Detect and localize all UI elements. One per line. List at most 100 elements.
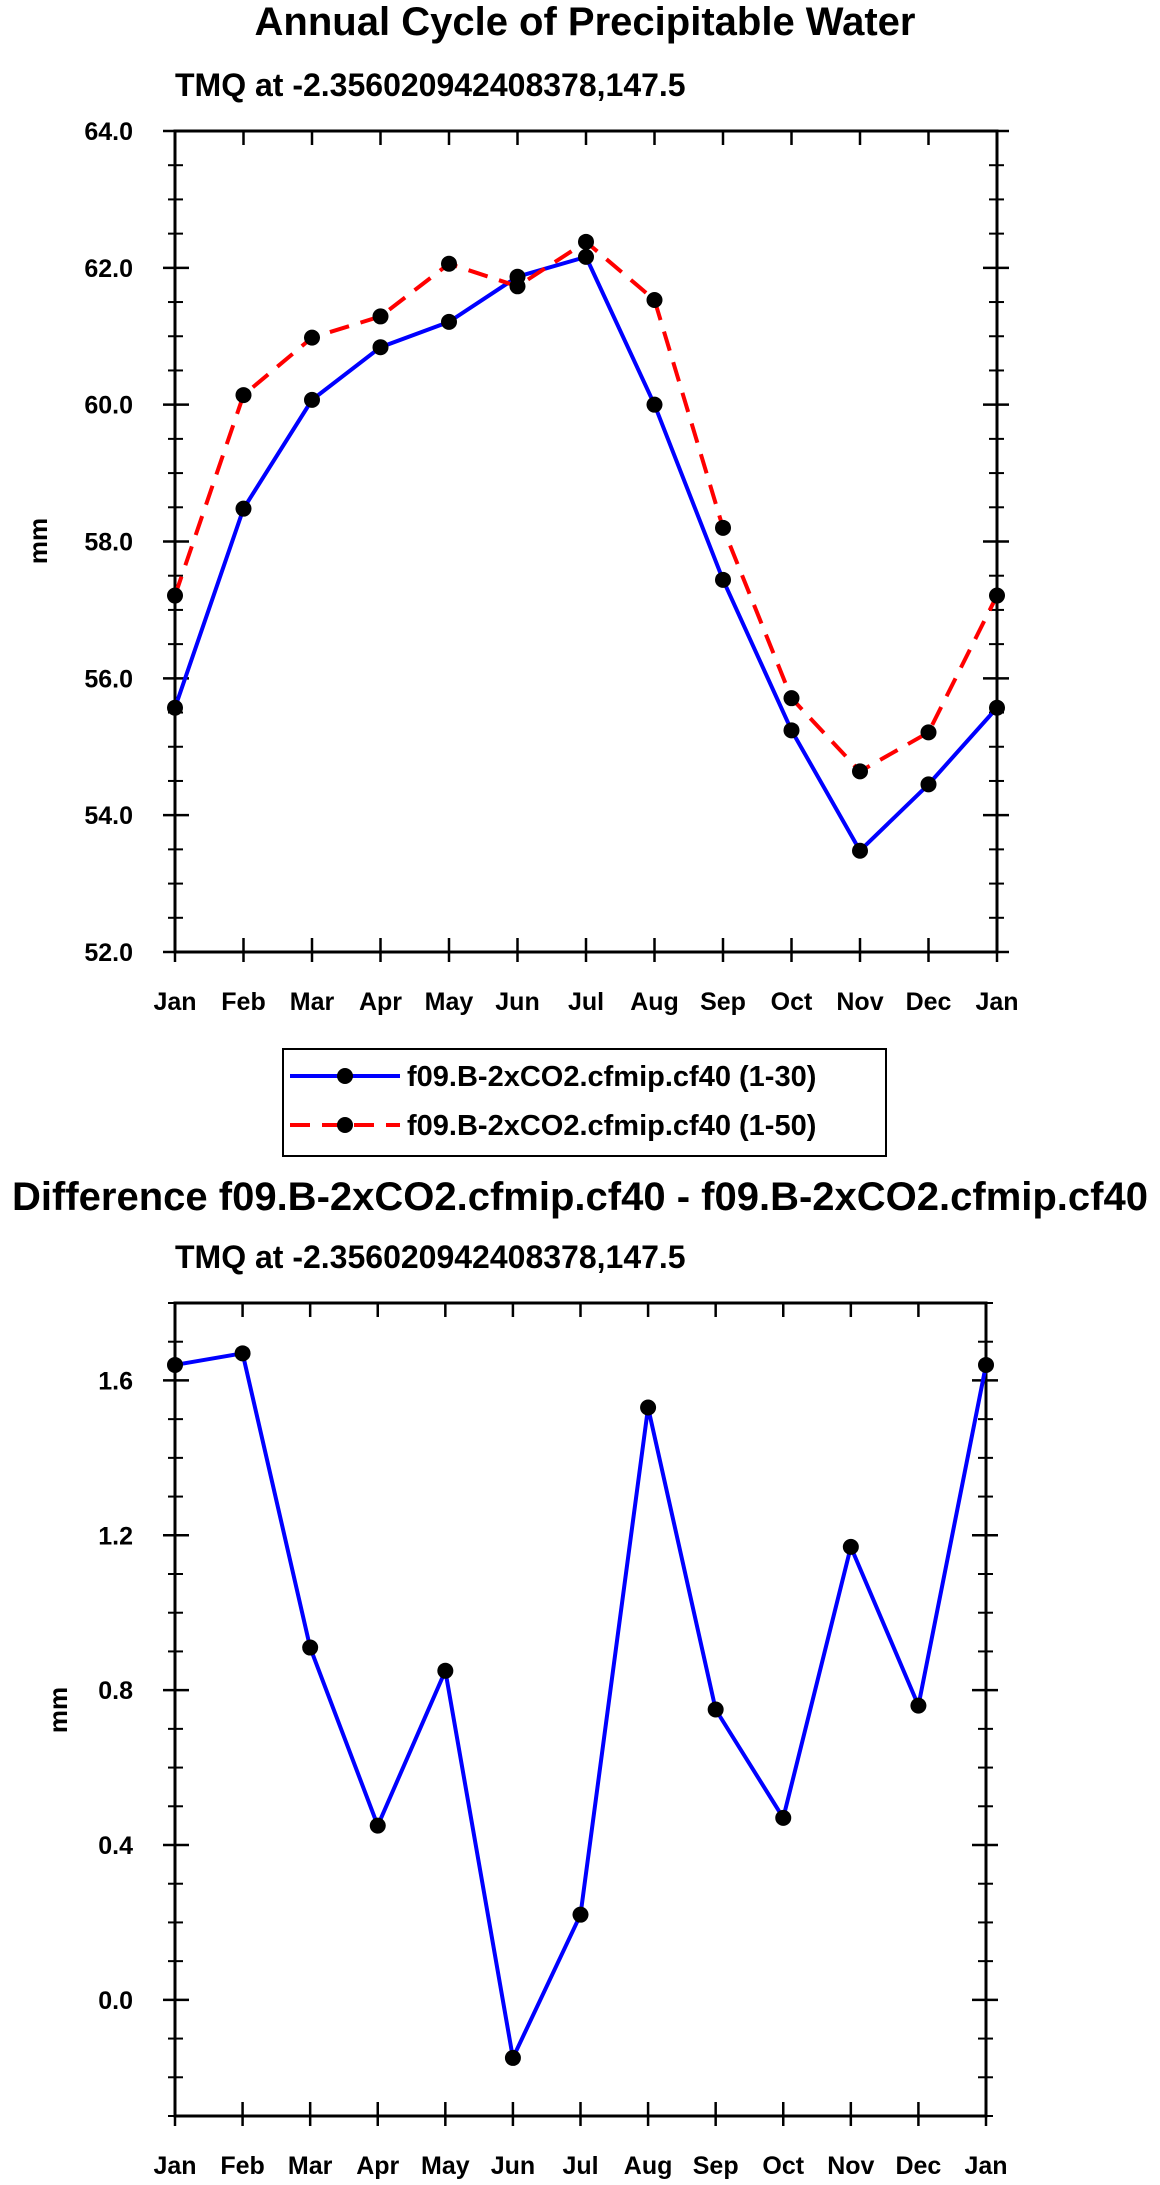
y-tick-label: 60.0	[84, 392, 133, 420]
x-tick-label: Jun	[495, 988, 539, 1016]
x-tick-label: Jul	[568, 988, 604, 1016]
chart1-y-tick-labels: 52.0 54.0 56.0 58.0 60.0 62.0 64.0	[84, 118, 133, 967]
y-tick-label: 56.0	[84, 665, 133, 693]
data-point-series-2	[646, 291, 663, 308]
x-tick-label: Feb	[221, 988, 265, 1016]
x-tick-label: May	[425, 988, 474, 1016]
legend-entry-2: f09.B-2xCO2.cfmip.cf40 (1-50)	[290, 1110, 816, 1142]
x-tick-label: Mar	[288, 2152, 333, 2180]
data-point-series-2	[578, 233, 594, 250]
chart1-y-axis-label: mm	[23, 518, 53, 564]
chart1-subtitle: TMQ at -2.356020942408378,147.5	[175, 67, 686, 103]
y-tick-label: 0.8	[98, 1677, 133, 1705]
x-tick-label: Dec	[895, 2152, 941, 2180]
data-point-series-1	[572, 1906, 589, 1923]
chart2-y-tick-labels: 0.0 0.4 0.8 1.2 1.6	[98, 1367, 133, 2014]
data-point-series-1	[235, 500, 252, 517]
chart-difference: Difference f09.B-2xCO2.cfmip.cf40 - f09.…	[12, 1175, 1148, 2180]
chart2-subtitle: TMQ at -2.356020942408378,147.5	[175, 1239, 686, 1275]
data-point-series-1	[707, 1701, 724, 1718]
x-tick-label: Dec	[906, 988, 952, 1016]
data-point-series-1	[304, 391, 320, 408]
chart1-ticks	[163, 129, 1009, 962]
data-point-series-2	[783, 690, 800, 707]
series-line-1	[173, 254, 999, 853]
data-point-series-1	[437, 1662, 454, 1679]
legend-entry-1: f09.B-2xCO2.cfmip.cf40 (1-30)	[290, 1061, 816, 1093]
data-point-series-1	[783, 722, 800, 739]
x-tick-label: Sep	[693, 2152, 739, 2180]
x-tick-label: Nov	[836, 988, 883, 1016]
data-point-series-1	[775, 1809, 792, 1826]
data-point-series-1	[715, 571, 731, 588]
x-tick-label: Sep	[700, 988, 746, 1016]
x-tick-label: Mar	[290, 988, 335, 1016]
series-line-1	[174, 1351, 988, 2060]
chart2-y-axis-label: mm	[43, 1687, 73, 1733]
x-tick-label: Apr	[359, 988, 402, 1016]
x-tick-label: Nov	[827, 2152, 874, 2180]
data-point-series-1	[646, 396, 663, 413]
data-point-series-1	[910, 1697, 927, 1714]
data-point-series-2	[852, 763, 868, 780]
data-point-series-1	[842, 1538, 859, 1555]
data-point-series-1	[978, 1356, 994, 1373]
y-tick-label: 58.0	[84, 529, 133, 557]
chart1-x-tick-labels: Jan Feb Mar Apr May Jun Jul Aug Sep Oct Nov Dec Jan	[153, 988, 1018, 1016]
chart2-ticks	[163, 1302, 998, 2126]
y-tick-label: 64.0	[84, 118, 133, 146]
legend-label-series-1: f09.B-2xCO2.cfmip.cf40 (1-30)	[407, 1061, 816, 1093]
data-point-series-2	[920, 724, 937, 741]
legend-marker-series-1	[337, 1068, 353, 1084]
chart2-series	[167, 1345, 994, 2066]
data-point-series-1	[302, 1639, 319, 1656]
x-tick-label: Jan	[964, 2152, 1007, 2180]
data-point-series-2	[509, 278, 526, 295]
data-point-series-2	[235, 387, 252, 404]
x-tick-label: Aug	[630, 988, 679, 1016]
y-tick-label: 1.2	[98, 1522, 133, 1550]
data-point-series-1	[578, 248, 594, 265]
chart2-title: Difference f09.B-2xCO2.cfmip.cf40 - f09.…	[12, 1175, 1148, 1219]
data-point-series-2	[372, 308, 389, 325]
chart1-legend: f09.B-2xCO2.cfmip.cf40 (1-30) f09.B-2xCO…	[282, 1048, 887, 1157]
chart-annual-cycle: Annual Cycle of Precipitable Water TMQ a…	[23, 0, 1019, 1157]
y-tick-label: 54.0	[84, 802, 133, 830]
data-point-series-1	[504, 2049, 521, 2066]
x-tick-label: Aug	[624, 2152, 673, 2180]
data-point-series-1	[167, 699, 183, 716]
y-tick-label: 0.0	[98, 1987, 133, 2015]
series-line-2	[173, 239, 999, 774]
x-tick-label: Jan	[153, 2152, 196, 2180]
legend-marker-series-2	[337, 1117, 353, 1133]
data-point-series-1	[441, 313, 457, 330]
data-point-series-1	[372, 339, 389, 356]
data-point-series-1	[234, 1345, 251, 1362]
x-tick-label: Jul	[562, 2152, 598, 2180]
data-point-series-1	[640, 1399, 657, 1416]
y-tick-label: 62.0	[84, 255, 133, 283]
x-tick-label: Jan	[153, 988, 196, 1016]
data-point-series-1	[852, 842, 868, 859]
chart1-title: Annual Cycle of Precipitable Water	[255, 0, 916, 44]
data-point-series-2	[441, 255, 457, 272]
data-point-series-1	[369, 1817, 386, 1834]
x-tick-label: Oct	[771, 988, 813, 1016]
data-point-series-1	[920, 776, 937, 793]
data-point-series-2	[304, 329, 320, 346]
y-tick-label: 1.6	[98, 1367, 133, 1395]
data-point-series-1	[989, 699, 1005, 716]
x-tick-label: Jun	[491, 2152, 535, 2180]
legend-box	[282, 1048, 887, 1157]
chart1-series	[167, 233, 1005, 859]
data-point-series-2	[715, 519, 731, 536]
legend-label-series-2: f09.B-2xCO2.cfmip.cf40 (1-50)	[407, 1110, 816, 1142]
y-tick-label: 0.4	[98, 1832, 133, 1860]
data-point-series-2	[989, 587, 1005, 604]
chart2-plot-frame	[173, 1301, 988, 2118]
data-point-series-1	[167, 1356, 183, 1373]
x-tick-label: Feb	[220, 2152, 264, 2180]
chart2-x-tick-labels: Jan Feb Mar Apr May Jun Jul Aug Sep Oct Nov Dec Jan	[153, 2152, 1007, 2180]
y-tick-label: 52.0	[84, 939, 133, 967]
